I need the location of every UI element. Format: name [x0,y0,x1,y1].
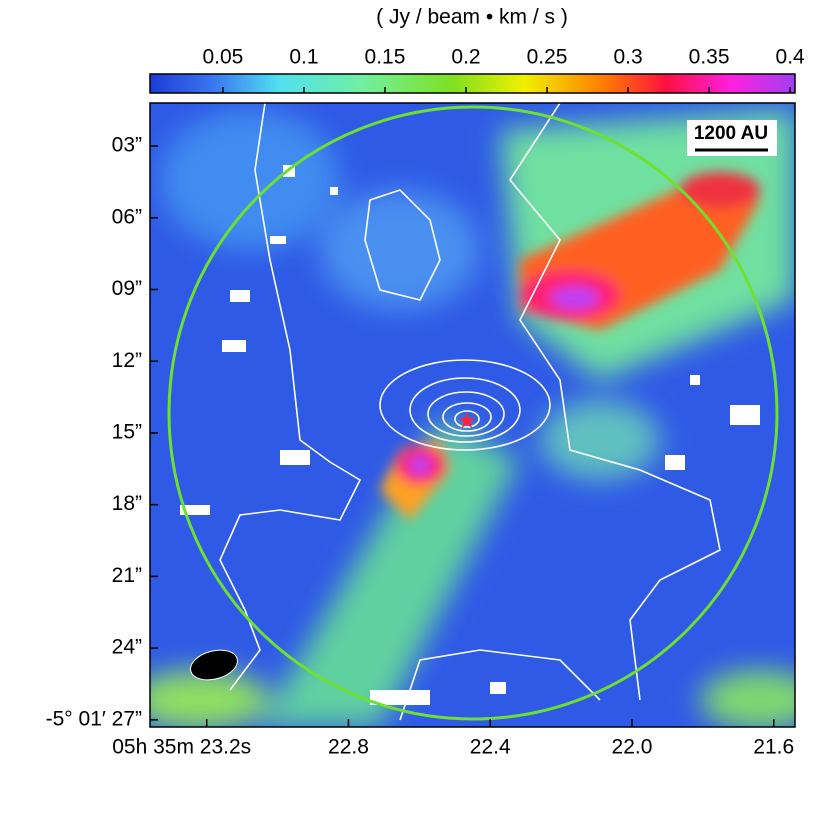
field-circle [167,105,779,721]
colorbar-tick-label: 0.2 [451,46,480,69]
beam [190,649,238,681]
scale-bar-label: 1200 AU [694,123,768,144]
map: ★ 1200 AU [150,103,795,727]
y-tick-label: 09” [112,277,142,300]
colorbar-tick-label: 0.15 [365,46,406,69]
colorbar-tick-label: 0.3 [613,46,642,69]
y-tick-label: 03” [112,134,142,157]
frame [149,102,796,728]
y-tick-label: 06” [112,205,142,228]
colorbar-tick-label: 0.1 [289,46,318,69]
colorbar-tick-label: 0.4 [776,46,806,69]
star: ★ [457,408,477,433]
x-tick-label: 05h 35m 23.2s [112,736,251,759]
y-tick-label: 18” [112,492,142,515]
x-tick-label: 22.0 [612,736,653,759]
x-tick-label: 22.8 [328,736,369,759]
y-tick-label: 15” [112,420,142,443]
x-tick-label: 21.6 [753,736,794,759]
y-tick-label: 24” [112,636,142,659]
colorbar-tick-label: 0.25 [527,46,568,69]
colorbar [149,73,796,94]
colorbar-label: ( Jy / beam • km / s ) [376,6,568,29]
colorbar-tick-label: 0.35 [689,46,730,69]
y-tick-label: 12” [112,349,142,372]
x-tick-label: 22.4 [470,736,511,759]
colorbar-tick-label: 0.05 [202,46,243,69]
y-tick-label: 21” [112,564,142,587]
y-tick-label: -5° 01′ 27” [46,707,142,730]
